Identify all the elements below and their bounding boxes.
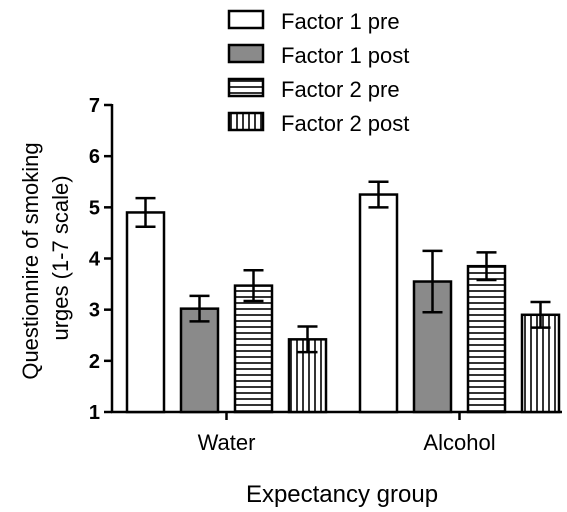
bar (520, 313, 561, 414)
y-tick-label: 1 (89, 402, 100, 424)
bar (125, 211, 166, 414)
y-tick-label: 3 (89, 300, 100, 322)
bar (233, 284, 274, 414)
y-axis: 1 2 3 4 5 6 7 (89, 95, 114, 424)
y-tick-label: 5 (89, 197, 100, 219)
x-axis: Water Alcohol (111, 410, 562, 455)
legend-label: Factor 1 pre (281, 9, 400, 34)
legend-label: Factor 2 pre (281, 77, 400, 102)
legend: Factor 1 pre Factor 1 post Factor 2 pre Fac… (227, 9, 409, 136)
y-axis-label-line-1: Questionnire of smoking (18, 142, 43, 379)
y-tick-label: 2 (89, 351, 100, 373)
legend-swatch (227, 77, 265, 98)
legend-swatch (227, 111, 265, 132)
y-tick-label: 6 (89, 146, 100, 168)
y-axis-label-line-2: urges (1-7 scale) (48, 175, 73, 340)
bars (125, 180, 561, 414)
y-tick-label: 4 (89, 249, 101, 271)
x-tick-label: Water (198, 430, 256, 455)
y-tick-label: 7 (89, 95, 100, 117)
y-axis-label: Questionnire of smoking urges (1-7 scale… (18, 136, 73, 379)
x-tick-label: Alcohol (423, 430, 495, 455)
bar (466, 264, 507, 414)
bar (179, 307, 220, 414)
bar (358, 193, 399, 414)
legend-label: Factor 2 post (281, 111, 409, 136)
legend-label: Factor 1 post (281, 43, 409, 68)
legend-swatch (227, 9, 265, 30)
legend-swatch (227, 43, 265, 64)
x-axis-label: Expectancy group (246, 481, 438, 508)
